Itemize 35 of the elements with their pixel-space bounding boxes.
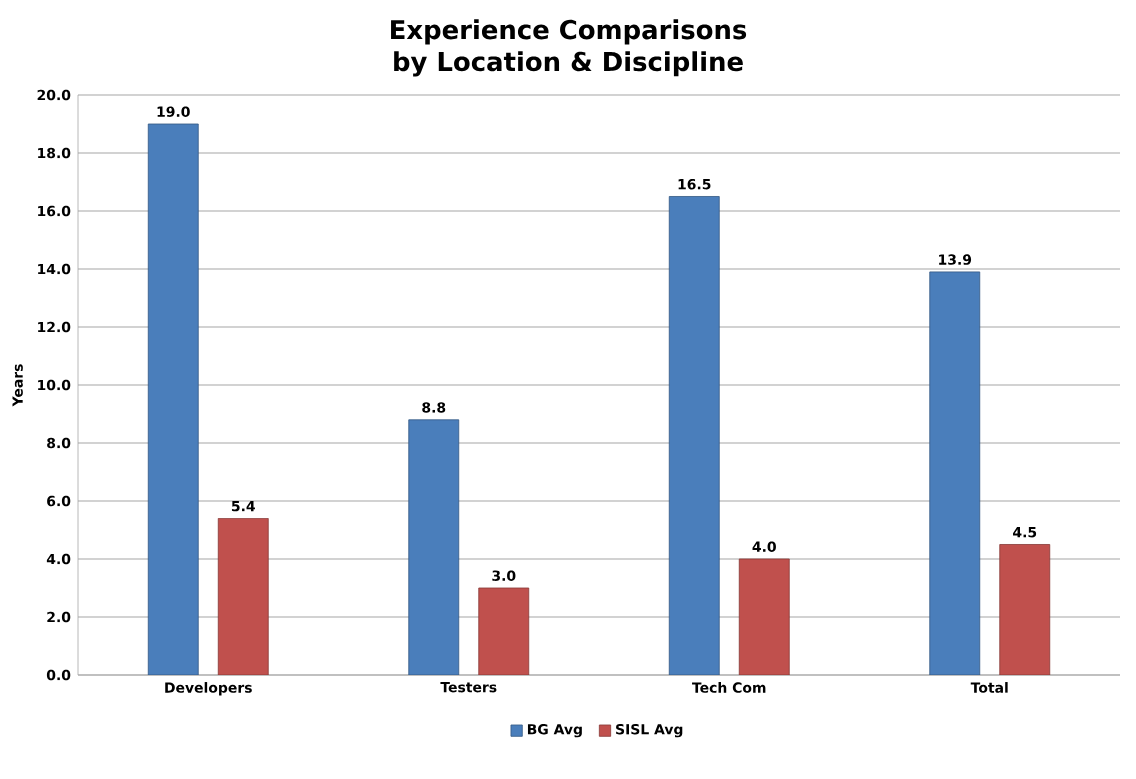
y-tick-label: 20.0 (37, 89, 71, 101)
y-tick-label: 8.0 (47, 437, 71, 449)
y-tick-label: 10.0 (38, 379, 71, 391)
y-tick-label: 16.0 (38, 205, 71, 217)
x-tick-label: Tech Com (692, 682, 766, 693)
data-label: 19.0 (157, 106, 190, 117)
y-tick-label: 0.0 (46, 669, 71, 681)
data-label: 4.0 (752, 541, 776, 552)
y-tick-label: 6.0 (47, 495, 71, 507)
y-tick-label: 2.0 (47, 611, 71, 623)
x-tick-label: Testers (440, 682, 497, 693)
data-label: 4.5 (1013, 527, 1037, 538)
x-tick-label: Developers (165, 682, 252, 696)
y-tick-label: 12.0 (38, 321, 71, 333)
data-label: 3.0 (492, 570, 516, 581)
bar (929, 271, 981, 675)
bar (408, 419, 460, 675)
y-tick-label: 4.0 (46, 553, 71, 565)
data-label: 13.9 (939, 254, 972, 265)
bar (999, 544, 1051, 675)
data-label: 8.8 (422, 402, 446, 413)
bar (738, 558, 790, 675)
legend-label: SISL Avg (616, 723, 683, 738)
bar (668, 196, 720, 675)
legend-label: BG Avg (527, 723, 582, 738)
bar (478, 587, 530, 675)
data-label: 5.4 (231, 501, 255, 512)
y-tick-label: 14.0 (38, 263, 71, 275)
bar (217, 518, 269, 675)
chart-title: Experience Comparisons by Location & Discipline (391, 19, 747, 77)
y-axis-title: Years (12, 364, 23, 407)
data-label: 16.5 (678, 178, 711, 190)
bar (147, 123, 199, 675)
y-tick-label: 18.0 (38, 147, 71, 159)
x-tick-label: Total (970, 682, 1008, 693)
